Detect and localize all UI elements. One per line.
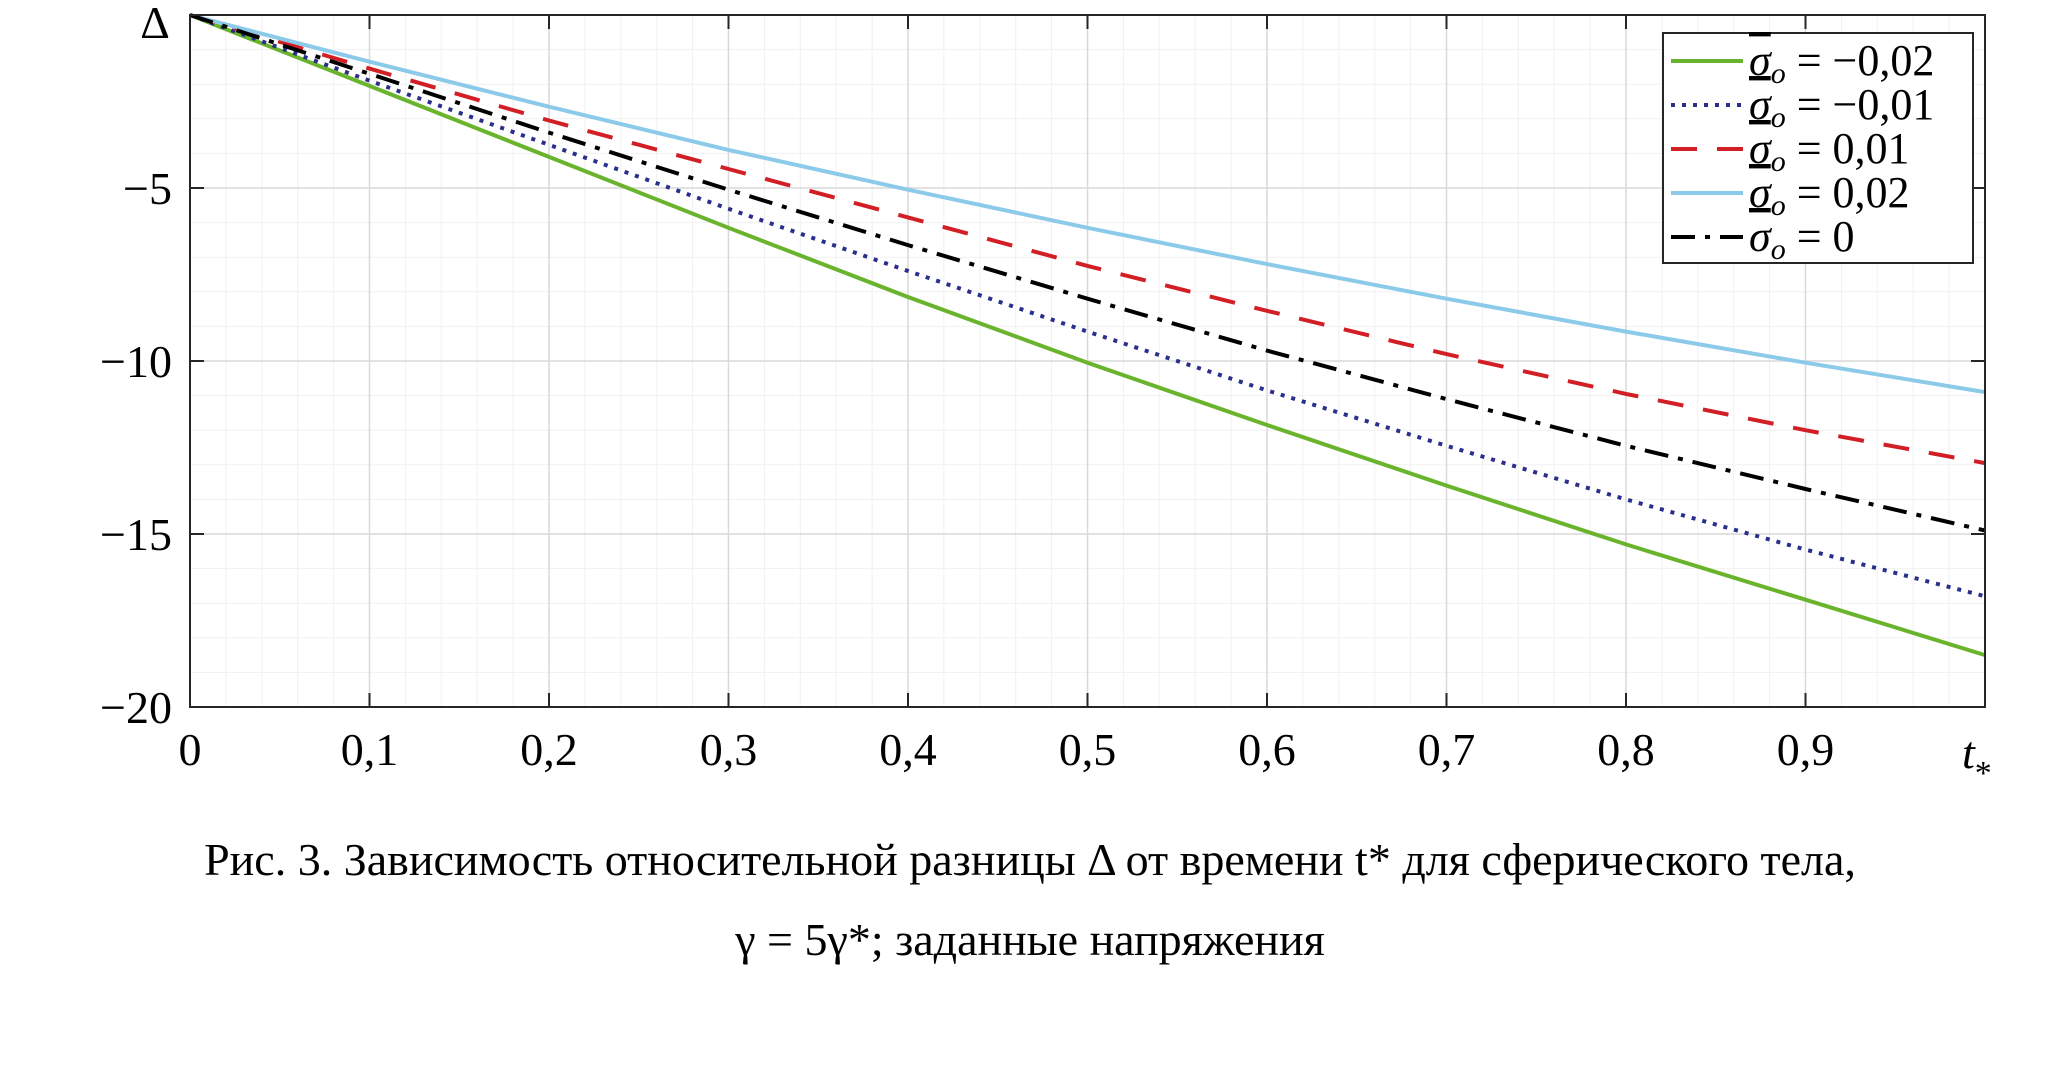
x-tick-label: 0,3 — [700, 724, 758, 775]
legend-label-5: σo = 0 — [1749, 212, 1855, 266]
y-tick-label: −5 — [123, 163, 172, 214]
x-tick-label: 0,2 — [520, 724, 578, 775]
figure-caption-line-1: Рис. 3. Зависимость относительной разниц… — [204, 834, 1856, 885]
series-line-5 — [189, 13, 1986, 533]
legend-label-1: σo = −0,02 — [1749, 36, 1934, 90]
x-tick-label: 0,4 — [879, 724, 937, 775]
x-tick-label: 0,7 — [1418, 724, 1476, 775]
legend-label-4: σo = 0,02 — [1749, 168, 1910, 222]
x-tick-label: 0,1 — [341, 724, 399, 775]
x-axis-label-main: t — [1962, 727, 1976, 778]
legend-box — [1662, 32, 1974, 264]
y-tick-label: −10 — [100, 336, 172, 387]
legend-label-2: σo = −0,01 — [1749, 80, 1934, 134]
x-axis-label-sub: * — [1975, 755, 1992, 792]
grid — [190, 15, 1985, 707]
chart: 0 0,1 0,2 0,3 0,4 0,5 0,6 0,7 0,8 0,9 −5 −10 −15 −20… — [100, 0, 1992, 792]
series-layer — [189, 13, 1986, 658]
y-tick-label: −20 — [100, 682, 172, 733]
x-tick-label: 0,5 — [1059, 724, 1117, 775]
y-tick-label: −15 — [100, 509, 172, 560]
x-tick-label: 0,9 — [1777, 724, 1835, 775]
tick-marks — [189, 15, 1985, 708]
figure-caption-line-2: γ = 5γ*; заданные напряжения — [735, 914, 1325, 965]
series-line-3 — [189, 13, 1986, 466]
x-axis-label: t* — [1962, 727, 1992, 792]
x-tick-label: 0 — [179, 724, 202, 775]
y-axis-label: Δ — [140, 0, 170, 48]
series-line-4 — [189, 13, 1986, 395]
y-tick-labels: −5 −10 −15 −20 — [100, 163, 172, 733]
x-tick-label: 0,6 — [1238, 724, 1296, 775]
x-tick-label: 0,8 — [1597, 724, 1655, 775]
x-tick-labels: 0 0,1 0,2 0,3 0,4 0,5 0,6 0,7 0,8 0,9 — [179, 724, 1835, 775]
legend-label-3: σo = 0,01 — [1749, 124, 1910, 178]
series-line-1 — [189, 13, 1986, 658]
